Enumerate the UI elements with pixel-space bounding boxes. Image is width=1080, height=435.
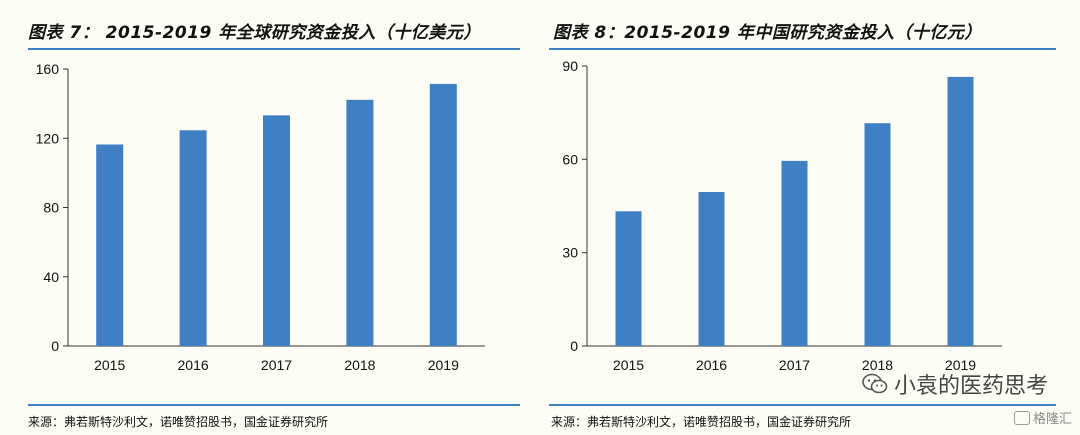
y-tick-label: 80 <box>43 200 59 216</box>
source-note: 来源：弗若斯特沙利文，诺唯赞招股书，国金证券研究所 <box>28 415 329 429</box>
bar <box>615 211 642 346</box>
source-rule <box>549 404 1056 406</box>
y-tick-label: 160 <box>36 61 60 77</box>
brand-text: 格隆汇 <box>1032 412 1072 427</box>
title-rule <box>28 48 520 50</box>
brand-logo-icon <box>1013 410 1030 425</box>
x-tick-label: 2017 <box>261 357 292 373</box>
x-tick-label: 2016 <box>696 357 727 373</box>
chart-panel-china: 图表 8：2015-2019 年中国研究资金投入（十亿元） 0 30 60 90 201… <box>549 0 1080 435</box>
x-tick-label: 2019 <box>428 357 459 373</box>
bar <box>947 76 974 346</box>
source-note: 来源：弗若斯特沙利文，诺唯赞招股书，国金证券研究所 <box>551 415 852 429</box>
wechat-icon <box>862 373 888 394</box>
y-tick-label: 30 <box>562 245 578 261</box>
bar-chart-china: 0 30 60 90 2015 2016 2017 2018 2019 <box>562 58 1002 373</box>
y-tick-label: 40 <box>43 269 59 285</box>
title-rule <box>549 48 1056 50</box>
bar <box>179 130 207 346</box>
y-tick-label: 60 <box>562 151 578 167</box>
brand-mark: 格隆汇 <box>1013 408 1072 427</box>
x-tick-label: 2018 <box>344 357 375 373</box>
bar <box>263 115 290 347</box>
bar <box>698 192 725 346</box>
bar-chart-global: 0 40 80 120 160 2015 2016 2017 2018 2019 <box>36 61 485 373</box>
y-tick-label: 0 <box>570 338 578 354</box>
figure-title: 图表 7： 2015-2019 年全球研究资金投入（十亿美元） <box>28 23 481 43</box>
bar <box>346 99 374 346</box>
source-rule <box>28 404 520 406</box>
y-tick-label: 90 <box>562 58 578 74</box>
x-tick-label: 2015 <box>613 357 644 373</box>
watermark-text: 小袁的医药思考 <box>893 374 1048 399</box>
bar <box>429 83 457 347</box>
y-tick-label: 0 <box>51 338 59 354</box>
figure-title: 图表 8：2015-2019 年中国研究资金投入（十亿元） <box>553 23 982 43</box>
watermark: 小袁的医药思考 <box>862 368 1048 400</box>
bar <box>781 160 808 346</box>
x-tick-label: 2018 <box>862 357 893 373</box>
bar <box>96 144 124 346</box>
y-tick-label: 120 <box>36 130 60 146</box>
x-tick-label: 2016 <box>178 357 209 373</box>
x-tick-label: 2019 <box>945 357 976 373</box>
bar <box>864 123 891 346</box>
x-tick-label: 2017 <box>779 357 810 373</box>
chart-panel-global: 图表 7： 2015-2019 年全球研究资金投入（十亿美元） 0 40 80 120… <box>0 0 530 435</box>
x-tick-label: 2015 <box>94 357 125 373</box>
